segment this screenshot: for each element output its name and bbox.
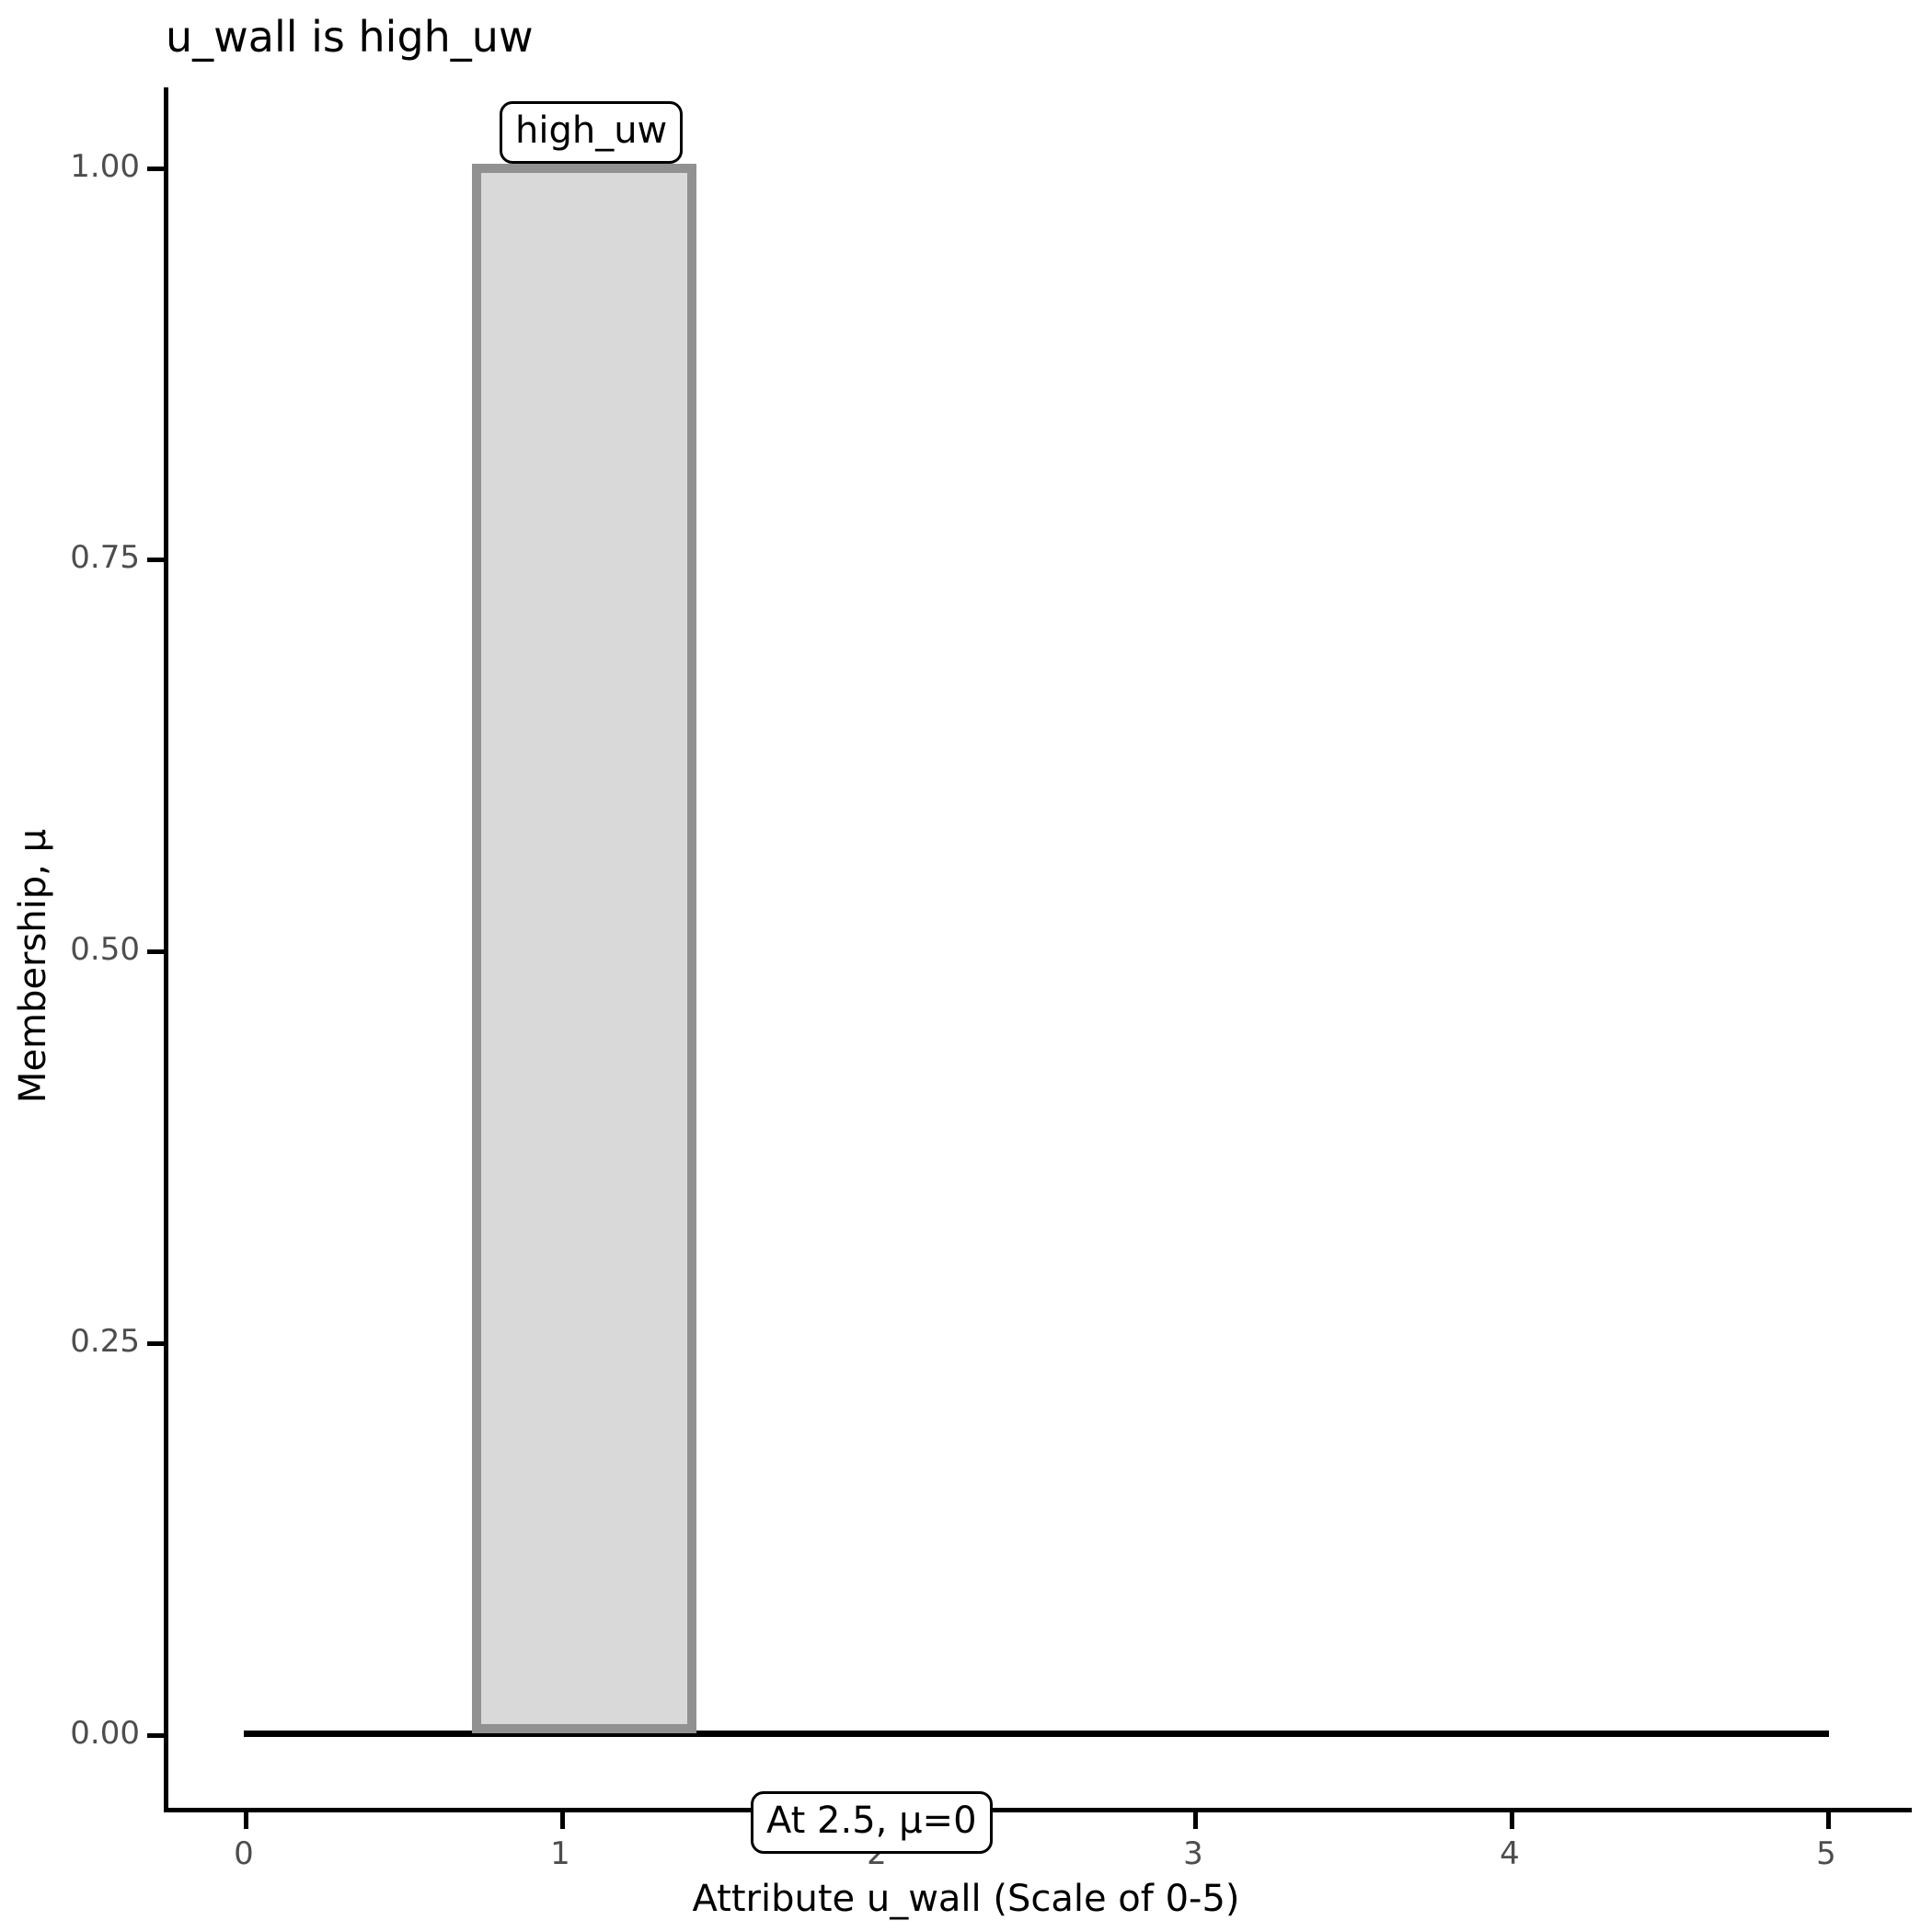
y-axis-spine [164,87,168,1812]
y-tick-mark-0-00 [147,1733,164,1738]
y-tick-mark-1-00 [147,167,164,171]
plot-area [147,87,1912,1829]
x-tick-label-3: 3 [1183,1835,1203,1872]
x-tick-label-5: 5 [1816,1835,1836,1872]
point-readout-callout: At 2.5, μ=0 [751,1791,993,1854]
x-tick-label-4: 4 [1500,1835,1520,1872]
x-axis-title: Attribute u_wall (Scale of 0-5) [692,1878,1240,1920]
y-tick-label-2: 0.75 [70,539,140,576]
x-tick-mark-3 [1193,1812,1198,1829]
y-axis-title: Membership, μ [12,828,54,1104]
x-axis-spine [164,1808,1912,1812]
x-tick-label-0: 0 [234,1835,254,1872]
chart-title: u_wall is high_uw [166,12,534,62]
x-tick-mark-4 [1510,1812,1514,1829]
y-tick-label-1: 1.00 [70,148,140,185]
y-tick-label-5: 0.00 [70,1715,140,1752]
series-label-callout: high_uw [500,101,684,164]
y-axis-tick-labels: 1.00 0.75 0.50 0.25 0.00 [0,87,140,1812]
x-tick-mark-0 [244,1812,248,1829]
y-tick-mark-0-25 [147,1341,164,1346]
x-tick-label-1: 1 [550,1835,570,1872]
membership-baseline [244,1731,1829,1737]
x-axis-tick-labels: 0 1 2 3 4 5 [164,1835,1912,1891]
membership-function-high-uw [472,164,696,1733]
y-tick-label-4: 0.25 [70,1323,140,1360]
x-tick-mark-1 [560,1812,565,1829]
x-tick-mark-5 [1826,1812,1831,1829]
y-tick-mark-0-50 [147,949,164,954]
y-tick-label-3: 0.50 [70,931,140,968]
y-tick-mark-0-75 [147,558,164,562]
